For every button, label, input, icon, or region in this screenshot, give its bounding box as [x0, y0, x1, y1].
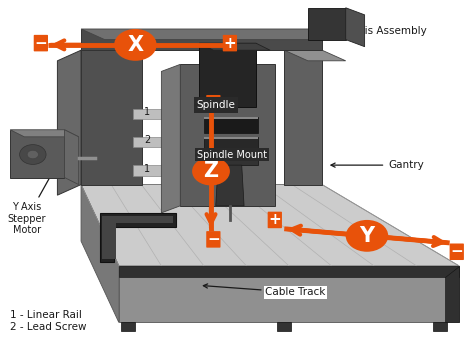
Polygon shape — [216, 165, 244, 206]
Polygon shape — [199, 43, 270, 50]
Text: Y: Y — [359, 226, 374, 246]
Polygon shape — [180, 64, 275, 206]
Text: +: + — [224, 36, 236, 51]
Circle shape — [346, 220, 388, 252]
Polygon shape — [100, 213, 175, 262]
Text: Gantry: Gantry — [331, 160, 424, 170]
Text: X: X — [128, 35, 144, 55]
Polygon shape — [445, 266, 459, 322]
Polygon shape — [119, 266, 459, 322]
Polygon shape — [64, 130, 79, 185]
Text: 1: 1 — [144, 107, 150, 117]
Text: Spindle Mount: Spindle Mount — [197, 149, 267, 159]
Text: Z: Z — [203, 161, 219, 181]
Circle shape — [114, 29, 156, 61]
Circle shape — [19, 144, 46, 164]
Polygon shape — [81, 185, 119, 322]
Text: 1 - Linear Rail
2 - Lead Screw: 1 - Linear Rail 2 - Lead Screw — [10, 310, 87, 332]
Text: Cable Track: Cable Track — [203, 284, 326, 297]
Polygon shape — [10, 130, 64, 178]
Polygon shape — [284, 50, 322, 185]
Polygon shape — [119, 266, 459, 277]
Circle shape — [27, 150, 38, 159]
Polygon shape — [199, 43, 256, 107]
Text: 1: 1 — [144, 164, 150, 174]
Polygon shape — [346, 8, 365, 47]
Text: −: − — [450, 244, 463, 259]
Polygon shape — [308, 8, 346, 40]
Text: −: − — [207, 232, 220, 247]
Polygon shape — [204, 154, 258, 156]
Polygon shape — [81, 50, 143, 185]
Text: +: + — [207, 96, 220, 111]
Text: Spindle: Spindle — [197, 100, 236, 110]
Polygon shape — [121, 322, 136, 331]
Polygon shape — [161, 64, 180, 213]
Polygon shape — [204, 137, 258, 151]
Text: 2: 2 — [144, 135, 150, 145]
Polygon shape — [81, 29, 322, 50]
Polygon shape — [277, 322, 292, 331]
Text: Y Axis
Stepper
Motor: Y Axis Stepper Motor — [8, 155, 63, 235]
Polygon shape — [204, 118, 258, 133]
Polygon shape — [284, 50, 346, 61]
Polygon shape — [10, 130, 79, 137]
Text: +: + — [268, 212, 281, 228]
Polygon shape — [433, 322, 447, 331]
Polygon shape — [204, 137, 258, 138]
Polygon shape — [57, 50, 81, 195]
Polygon shape — [204, 154, 258, 165]
Circle shape — [192, 157, 230, 185]
Polygon shape — [133, 109, 213, 119]
Polygon shape — [133, 137, 213, 147]
Text: Z Axis Assembly: Z Axis Assembly — [274, 26, 427, 44]
Polygon shape — [102, 217, 173, 259]
Text: −: − — [35, 36, 47, 51]
Polygon shape — [81, 29, 346, 40]
Polygon shape — [133, 165, 213, 176]
Polygon shape — [81, 185, 459, 266]
Polygon shape — [204, 118, 258, 119]
